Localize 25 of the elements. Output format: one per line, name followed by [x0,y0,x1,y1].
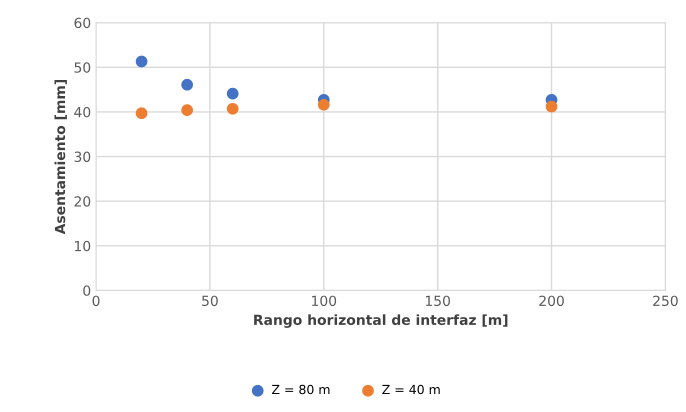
legend-label: Z = 40 m [382,384,440,394]
y-axis-title: Asentamiento [mm] [54,80,67,234]
y-tick-label: 0 [83,285,90,296]
y-tick-label: 50 [74,62,90,73]
point [136,56,148,68]
y-tick-label: 60 [74,18,90,28]
y-tick-label: 40 [74,106,90,118]
point [181,104,193,116]
point [318,98,330,111]
y-tick-label: 30 [74,152,90,162]
x-axis-title: Rango horizontal de interfaz [m] [254,314,508,328]
x-tick-label: 200 [539,296,564,306]
x-tick-label: 0 [92,296,100,306]
y-tick-label: 20 [74,196,90,207]
x-tick-label: 250 [653,296,678,306]
x-tick-label: 150 [426,296,450,306]
point [226,88,239,100]
point [226,102,239,115]
x-tick-label: 100 [312,296,336,306]
legend-label: Z = 80 m [272,384,330,394]
x-tick-label: 50 [202,296,218,306]
point [181,78,193,91]
y-tick-label: 10 [75,240,90,252]
point [136,107,148,120]
point [546,100,558,112]
